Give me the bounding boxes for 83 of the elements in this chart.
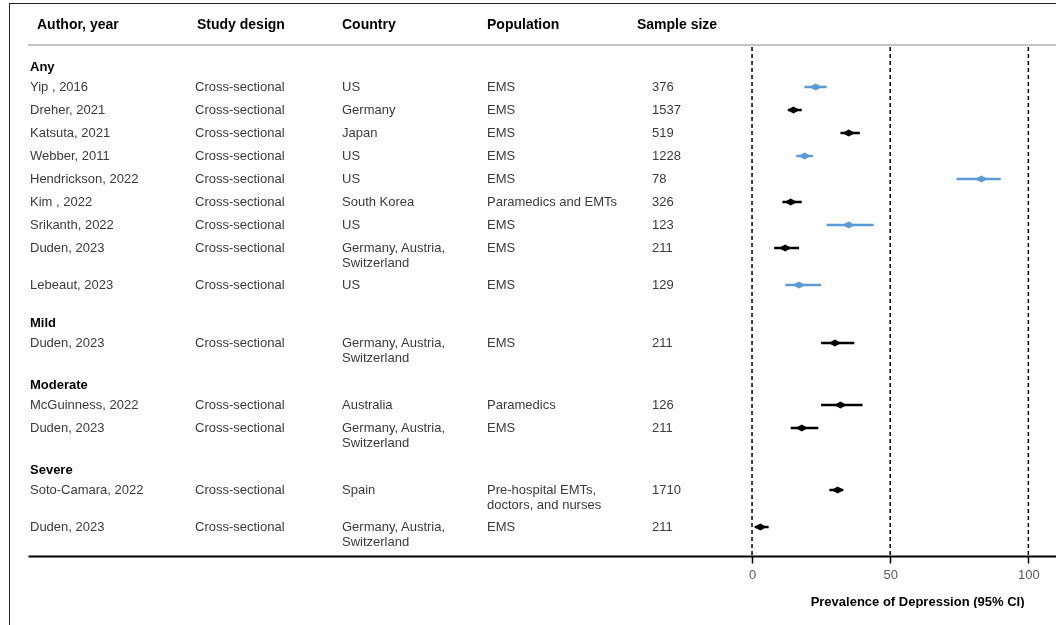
y-tick-label: Duden, 2023	[30, 335, 105, 350]
annotation: Cross-sectional	[195, 397, 285, 412]
annotation: US	[342, 217, 361, 232]
annotation: Paramedics	[487, 397, 556, 412]
annotation: EMS	[487, 217, 516, 232]
annotation: 376	[652, 79, 674, 94]
annotation: US	[342, 277, 361, 292]
x-tick-label: 100	[1018, 566, 1040, 582]
annotation: EMS	[487, 335, 516, 350]
annotation: Cross-sectional	[195, 102, 285, 117]
annotation: Cross-sectional	[195, 240, 285, 255]
y-tick-label: Duden, 2023	[30, 240, 105, 255]
annotation: Cross-sectional	[195, 519, 285, 534]
annotation: Japan	[342, 125, 378, 140]
annotation: 1710	[652, 482, 681, 497]
y-tick-label: Hendrickson, 2022	[30, 171, 139, 186]
annotation: 211	[652, 240, 673, 255]
y-tick-label: Duden, 2023	[30, 420, 105, 435]
annotation: 1537	[652, 102, 681, 117]
annotation: EMS	[487, 125, 516, 140]
y-tick-label: Soto-Camara, 2022	[30, 482, 144, 497]
annotation: EMS	[487, 240, 516, 255]
y-tick-label: Kim , 2022	[30, 194, 93, 209]
y-axis-title: Author, year	[37, 16, 119, 32]
annotation: EMS	[487, 148, 516, 163]
annotation: Germany, Austria, Switzerland	[342, 420, 446, 450]
x-tick-label: 50	[883, 566, 898, 582]
y-tick-label: Yip , 2016	[30, 79, 89, 94]
annotation: South Korea	[342, 194, 415, 209]
y-tick-label: Lebeaut, 2023	[30, 277, 114, 292]
annotation: 326	[652, 194, 674, 209]
annotation: Cross-sectional	[195, 79, 285, 94]
annotation: 519	[652, 125, 674, 140]
y-tick-label: Webber, 2011	[30, 148, 110, 163]
text: Study design	[197, 16, 285, 32]
annotation: Cross-sectional	[195, 217, 285, 232]
annotation: Germany, Austria, Switzerland	[342, 519, 446, 549]
annotation: 123	[652, 217, 674, 232]
annotation: Spain	[342, 482, 376, 497]
annotation: Australia	[342, 397, 393, 412]
y-tick-label: Katsuta, 2021	[30, 125, 111, 140]
y-tick-label: Srikanth, 2022	[30, 217, 114, 232]
text: Population	[487, 16, 560, 32]
text: Sample size	[637, 16, 718, 32]
y-tick-label: Severe	[30, 462, 73, 477]
annotation: Germany, Austria, Switzerland	[342, 335, 446, 365]
annotation: EMS	[487, 79, 516, 94]
annotation: Cross-sectional	[195, 194, 285, 209]
annotation: US	[342, 171, 361, 186]
y-tick-label: McGuinness, 2022	[30, 397, 139, 412]
annotation: Germany, Austria, Switzerland	[342, 240, 446, 270]
annotation: 1228	[652, 148, 681, 163]
annotation: 211	[652, 335, 673, 350]
annotation: EMS	[487, 277, 516, 292]
y-tick-label: Mild	[30, 315, 56, 330]
annotation: Cross-sectional	[195, 148, 285, 163]
annotation: Cross-sectional	[195, 171, 285, 186]
annotation: Pre-hospital EMTs, doctors, and nurses	[487, 482, 602, 512]
annotation: 129	[652, 277, 674, 292]
annotation: 78	[652, 171, 667, 186]
annotation: US	[342, 79, 361, 94]
text: Country	[342, 16, 396, 32]
annotation: Cross-sectional	[195, 420, 285, 435]
annotation: Cross-sectional	[195, 125, 285, 140]
annotation: US	[342, 148, 361, 163]
annotation: EMS	[487, 171, 516, 186]
y-tick-label: Duden, 2023	[30, 519, 105, 534]
annotation: 211	[652, 420, 673, 435]
annotation: 126	[652, 397, 674, 412]
annotation: Germany	[342, 102, 396, 117]
annotation: Paramedics and EMTs	[487, 194, 618, 209]
y-tick-label: Moderate	[30, 377, 88, 392]
annotation: 211	[652, 519, 673, 534]
annotation: Cross-sectional	[195, 277, 285, 292]
x-tick-label: 0	[748, 566, 757, 582]
annotation: EMS	[487, 519, 516, 534]
x-axis-title: Prevalence of Depression (95% CI)	[810, 593, 1025, 609]
y-tick-label: Any	[30, 59, 55, 74]
annotation: EMS	[487, 102, 516, 117]
annotation: Cross-sectional	[195, 482, 285, 497]
annotation: EMS	[487, 420, 516, 435]
annotation: Cross-sectional	[195, 335, 285, 350]
y-tick-label: Dreher, 2021	[30, 102, 106, 117]
